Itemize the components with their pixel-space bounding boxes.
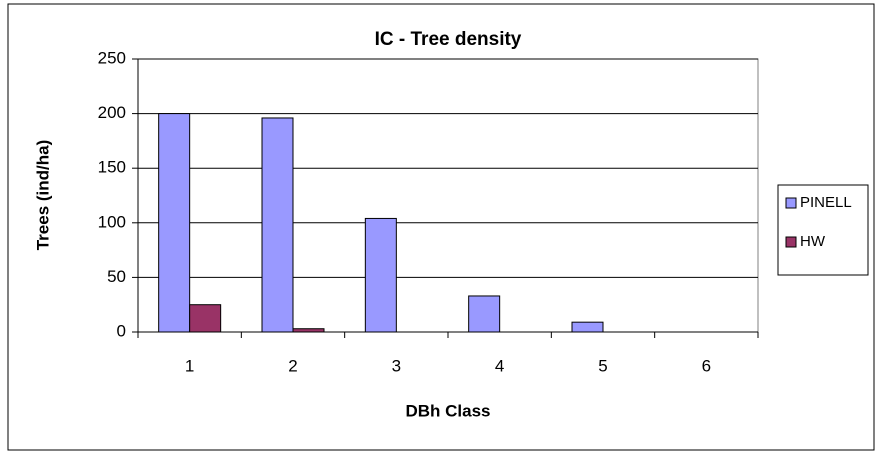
bar xyxy=(158,113,191,333)
legend-swatch xyxy=(785,236,797,248)
x-tick-label: 3 xyxy=(392,356,401,375)
x-axis-label: DBh Class xyxy=(405,401,490,420)
x-tick-label: 5 xyxy=(598,356,607,375)
x-tick-label: 4 xyxy=(495,356,504,375)
bar xyxy=(571,321,604,333)
y-tick-label: 250 xyxy=(98,48,126,67)
bar xyxy=(261,117,294,333)
legend-swatch xyxy=(785,197,797,209)
y-tick-label: 200 xyxy=(98,103,126,122)
y-tick-label: 100 xyxy=(98,212,126,231)
bar xyxy=(189,304,222,333)
bar xyxy=(468,295,501,333)
chart-title: IC - Tree density xyxy=(375,29,522,50)
x-tick-label: 6 xyxy=(702,356,711,375)
y-tick-label: 0 xyxy=(117,321,126,340)
y-tick-label: 150 xyxy=(98,158,126,177)
y-tick-label: 50 xyxy=(107,267,126,286)
legend-label: PINELL xyxy=(800,194,852,211)
y-axis-label: Trees (ind/ha) xyxy=(33,140,52,251)
x-tick-label: 2 xyxy=(288,356,297,375)
legend-label: HW xyxy=(800,233,826,250)
bar xyxy=(364,217,397,333)
plot-area xyxy=(137,58,759,333)
x-tick-label: 1 xyxy=(185,356,194,375)
